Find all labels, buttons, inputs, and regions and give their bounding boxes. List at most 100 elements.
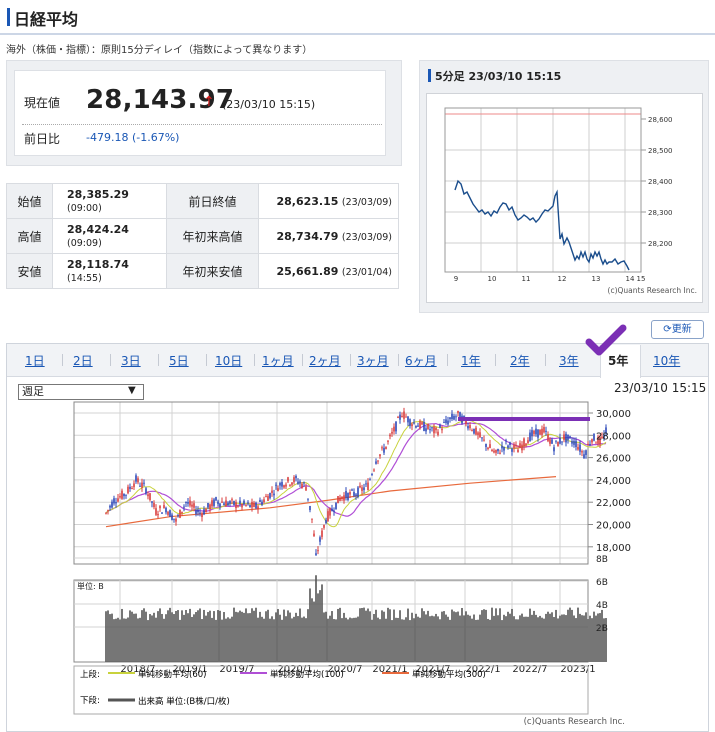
volume-bar: [503, 614, 505, 662]
candle: [477, 432, 479, 435]
volume-bar: [361, 607, 363, 662]
delay-note: 海外（株価・指標）：原則15分ディレイ（指数によって異なります）: [6, 45, 313, 56]
tab-10y[interactable]: 10年: [653, 354, 681, 368]
change-label: 前日比: [24, 132, 61, 146]
volume-bar: [329, 615, 331, 662]
volume-bar: [325, 611, 327, 662]
volume-bar: [443, 611, 445, 662]
tab-2m[interactable]: 2ヶ月: [309, 354, 341, 368]
volume-bar: [409, 620, 411, 662]
candle: [417, 425, 419, 427]
candle: [205, 508, 207, 513]
volume-bar: [345, 617, 347, 662]
candle: [537, 429, 539, 438]
refresh-button[interactable]: ⟳更新: [651, 320, 704, 339]
interval-select[interactable]: 週足: [18, 384, 144, 400]
volume-bar: [551, 612, 553, 662]
tab-6m[interactable]: 6ヶ月: [405, 354, 437, 368]
tab-2y[interactable]: 2年: [510, 354, 530, 368]
volume-bar: [173, 614, 175, 662]
tab-1d[interactable]: 1日: [25, 354, 45, 368]
candle: [425, 428, 427, 432]
volume-bar: [229, 618, 231, 662]
volume-series: [105, 575, 607, 662]
volume-bar: [117, 617, 119, 662]
volume-bar: [531, 614, 533, 662]
stats-table: 始値 28,385.29 (09:00) 前日終値 28,623.15 (23/…: [6, 183, 399, 289]
volume-bar: [487, 618, 489, 662]
tab-1y[interactable]: 1年: [461, 354, 481, 368]
stat-label: 前日終値: [166, 183, 259, 219]
candle: [573, 440, 575, 445]
candle: [585, 450, 587, 455]
candle: [179, 509, 181, 518]
candle: [281, 482, 283, 487]
volume-bar: [255, 607, 257, 662]
volume-bar: [371, 619, 373, 662]
volume-bar: [585, 612, 587, 662]
candle: [225, 500, 227, 507]
candle: [161, 512, 163, 514]
tab-separator: [158, 354, 159, 366]
volume-bar: [525, 616, 527, 662]
candle: [313, 533, 315, 537]
tab-5d[interactable]: 5日: [169, 354, 189, 368]
volume-bar: [579, 613, 581, 662]
candle: [485, 444, 487, 447]
tab-3d[interactable]: 3日: [121, 354, 141, 368]
candle: [481, 437, 483, 439]
tab-1m[interactable]: 1ヶ月: [262, 354, 294, 368]
y-tick: 26,000: [596, 454, 631, 465]
candle: [473, 428, 475, 434]
candle: [169, 510, 171, 517]
volume-bar: [177, 610, 179, 662]
candle: [231, 499, 233, 501]
candle: [527, 440, 529, 444]
volume-bar: [197, 610, 199, 662]
candle: [483, 439, 485, 441]
candle: [517, 449, 519, 453]
candle: [333, 510, 335, 512]
candle: [197, 509, 199, 513]
candle: [163, 505, 165, 509]
candle: [177, 515, 179, 517]
volume-bar: [431, 615, 433, 662]
candle: [277, 488, 279, 492]
volume-bar: [309, 588, 311, 662]
tab-separator: [447, 354, 448, 366]
stat-value: 28,734.79 (23/03/09): [258, 218, 399, 254]
volume-bar: [395, 617, 397, 662]
candle: [139, 485, 141, 487]
volume-bar: [483, 609, 485, 662]
intraday-title: 5分足 23/03/10 15:15: [435, 70, 562, 83]
candle: [327, 511, 329, 521]
candle: [145, 488, 147, 494]
refresh-label: 更新: [671, 324, 692, 335]
volume-bar: [575, 618, 577, 662]
volume-bar: [411, 612, 413, 662]
candle: [255, 502, 257, 509]
tab-10d[interactable]: 10日: [215, 354, 243, 368]
candle: [403, 411, 405, 419]
candle: [375, 461, 377, 464]
candle: [415, 425, 417, 428]
tab-separator: [350, 354, 351, 366]
tab-2d[interactable]: 2日: [73, 354, 93, 368]
x-tick: 11: [522, 275, 531, 283]
volume-bar: [573, 615, 575, 662]
candle: [173, 518, 175, 520]
volume-bar: [113, 619, 115, 662]
candle: [125, 494, 127, 496]
volume-bar: [169, 607, 171, 662]
candle: [181, 511, 183, 513]
tab-3y[interactable]: 3年: [559, 354, 579, 368]
volume-bar: [315, 575, 317, 662]
candle: [455, 416, 457, 418]
volume-bar: [417, 616, 419, 662]
volume-bar: [351, 618, 353, 662]
candle: [457, 410, 459, 413]
tab-5y[interactable]: 5年: [608, 354, 629, 368]
tab-3m[interactable]: 3ヶ月: [357, 354, 389, 368]
volume-bar: [377, 617, 379, 662]
candle: [505, 440, 507, 442]
